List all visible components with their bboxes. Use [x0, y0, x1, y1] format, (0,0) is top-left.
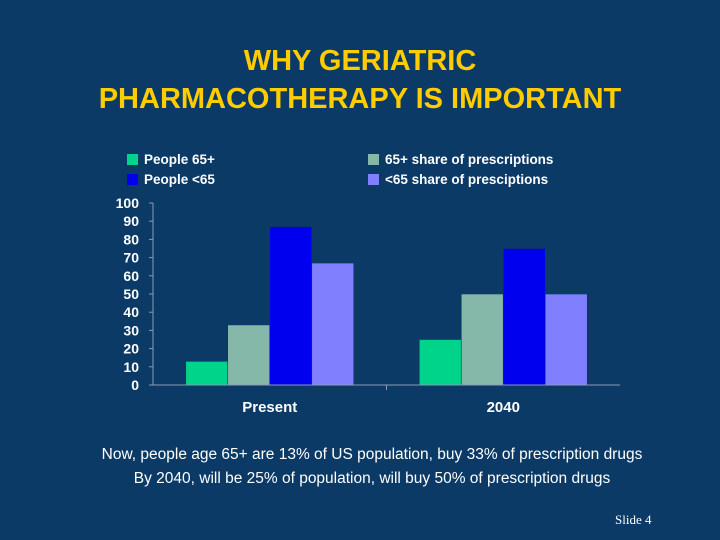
- bar: [544, 293, 588, 386]
- y-tick-label: 100: [116, 195, 140, 211]
- title-line-1: WHY GERIATRIC: [243, 45, 477, 77]
- caption-line-1: Now, people age 65+ are 13% of US popula…: [101, 446, 643, 463]
- slide-caption: Now, people age 65+ are 13% of US popula…: [0, 443, 720, 491]
- bar: [185, 361, 229, 386]
- slide-title: WHY GERIATRIC PHARMACOTHERAPY IS IMPORTA…: [0, 42, 720, 118]
- caption-line-2: By 2040, will be 25% of population, will…: [133, 470, 611, 487]
- legend-label: People <65: [144, 172, 215, 187]
- x-tick-label: 2040: [487, 399, 520, 416]
- bar: [418, 339, 462, 386]
- legend-label: 65+ share of prescriptions: [385, 152, 553, 167]
- bar: [227, 324, 271, 386]
- y-tick-label: 60: [123, 268, 139, 284]
- legend-swatch: [127, 154, 138, 165]
- legend-label: People 65+: [144, 152, 215, 167]
- bar: [460, 293, 504, 386]
- bar: [311, 262, 355, 386]
- y-axis: 0 10 20 30 40 50 60 70 80 90 100: [116, 195, 154, 393]
- slide-number: Slide 4: [615, 512, 652, 527]
- y-tick-label: 0: [131, 377, 139, 393]
- legend-label: <65 share of presciptions: [385, 172, 548, 187]
- y-tick-label: 90: [123, 213, 139, 229]
- bar: [269, 226, 313, 386]
- x-tick-label: Present: [242, 399, 297, 416]
- x-axis: Present 2040: [153, 384, 620, 416]
- y-tick-label: 10: [123, 359, 139, 375]
- legend-swatch: [368, 174, 379, 185]
- bar-series: [185, 226, 588, 386]
- y-tick-label: 30: [123, 322, 139, 338]
- chart-legend: People 65+ People <65 65+ share of prescri…: [127, 152, 553, 187]
- y-tick-label: 80: [123, 231, 139, 247]
- y-tick-label: 40: [123, 304, 139, 320]
- y-tick-label: 70: [123, 250, 139, 266]
- bar: [502, 248, 546, 386]
- y-tick-label: 50: [123, 286, 139, 302]
- title-line-2: PHARMACOTHERAPY IS IMPORTANT: [98, 83, 622, 115]
- legend-swatch: [127, 174, 138, 185]
- y-tick-label: 20: [123, 341, 139, 357]
- legend-swatch: [368, 154, 379, 165]
